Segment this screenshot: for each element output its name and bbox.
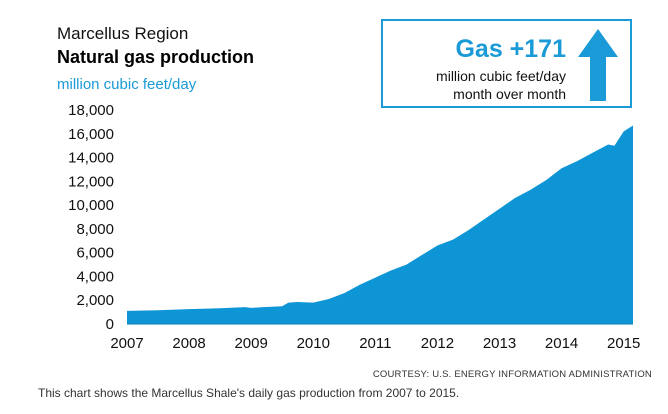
x-axis: 2007 2008 2009 2010 2011 2012 2013 2014 2015 — [110, 335, 640, 352]
callout-headline: Gas +171 — [455, 35, 566, 63]
x-tick-label: 2009 — [234, 335, 267, 352]
figure-caption: This chart shows the Marcellus Shale's d… — [38, 386, 460, 400]
callout-unit-line: million cubic feet/day — [436, 68, 566, 84]
production-area — [127, 125, 633, 324]
arrow-up-icon — [578, 29, 618, 101]
y-tick-label: 2,000 — [76, 292, 114, 309]
x-tick-label: 2010 — [297, 335, 330, 352]
y-tick-label: 0 — [106, 316, 114, 333]
x-tick-label: 2008 — [172, 335, 205, 352]
y-axis-unit-label: million cubic feet/day — [57, 76, 197, 93]
x-tick-label: 2013 — [483, 335, 516, 352]
y-tick-label: 16,000 — [68, 126, 114, 143]
y-axis: 0 2,000 4,000 6,000 8,000 10,000 12,000 14,000 1… — [68, 102, 114, 333]
chart-region-label: Marcellus Region — [57, 24, 189, 43]
y-tick-label: 10,000 — [68, 197, 114, 214]
x-tick-label: 2014 — [545, 335, 578, 352]
callout-box: Gas +171 million cubic feet/day month ov… — [381, 19, 632, 108]
y-tick-label: 14,000 — [68, 150, 114, 167]
chart-title: Natural gas production — [57, 47, 255, 67]
x-tick-label: 2012 — [421, 335, 454, 352]
y-tick-label: 4,000 — [76, 268, 114, 285]
area-chart: 0 2,000 4,000 6,000 8,000 10,000 12,000 14,000 1… — [68, 102, 640, 352]
y-tick-label: 8,000 — [76, 221, 114, 238]
y-tick-label: 18,000 — [68, 102, 114, 119]
y-tick-label: 6,000 — [76, 245, 114, 262]
source-credit: COURTESY: U.S. ENERGY INFORMATION ADMINI… — [372, 369, 652, 380]
callout-period-line: month over month — [453, 86, 566, 102]
x-tick-label: 2015 — [607, 335, 640, 352]
x-tick-label: 2011 — [359, 335, 391, 352]
x-tick-label: 2007 — [110, 335, 143, 352]
chart-panel: Marcellus Region Natural gas production … — [57, 19, 652, 380]
y-tick-label: 12,000 — [68, 173, 114, 190]
